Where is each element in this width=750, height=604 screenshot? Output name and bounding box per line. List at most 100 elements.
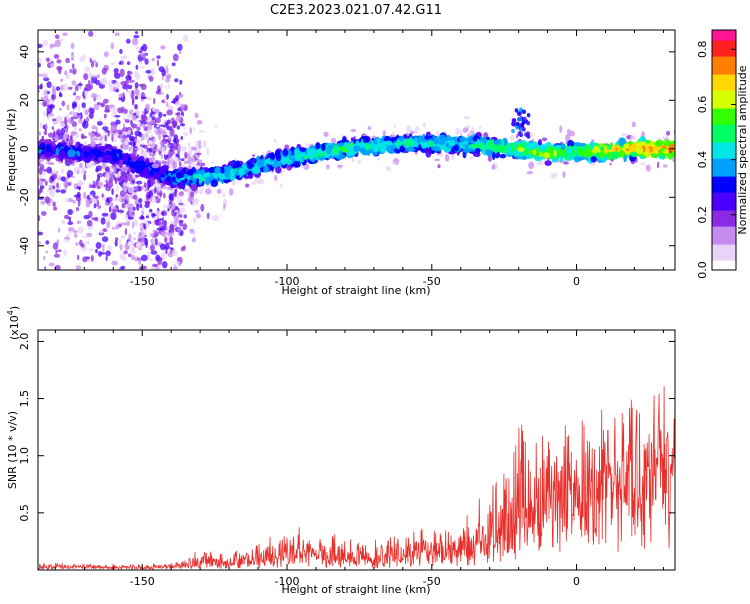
spectrogram-ridge-cell [518,117,523,122]
spectrogram-ridge-cell [571,150,576,158]
spectrogram-noise-speck [49,188,53,196]
spectrogram-noise-speck [89,57,92,63]
spectrogram-noise-speck [40,101,43,106]
spectrogram-noise-speck [136,203,140,212]
spectrogram-noise-speck [435,131,440,137]
snr-y-label: SNR (10 * v/v) [6,411,19,489]
spectrogram-noise-speck [352,155,355,164]
spectrogram-noise-speck [151,116,156,121]
spectrogram-noise-speck [63,83,68,91]
spectrogram-ridge-cell [256,159,264,168]
spectrogram-ridge-cell [580,146,589,151]
spectrogram-noise-speck [120,137,125,144]
spectrogram-noise-speck [153,97,156,105]
spectrogram-noise-speck [212,214,220,222]
spectrogram-noise-speck [198,189,203,195]
spectrogram-noise-speck [110,100,115,105]
spectrogram-noise-speck [82,256,88,263]
spectrogram-noise-speck [101,67,107,75]
spectrogram-noise-speck [38,57,42,65]
spectrogram-noise-speck [211,161,214,165]
spectrogram-marks [38,30,675,270]
spectrogram-noise-speck [109,202,114,208]
spectrogram-noise-speck [180,158,185,162]
spectrogram-ridge-cell [353,145,361,152]
spectrogram-ridge-cell [286,159,292,165]
spectrogram-ridge-cell [97,156,103,162]
spectrogram-noise-speck [133,34,140,39]
spectrogram-noise-speck [189,190,195,199]
spectrogram-noise-speck [54,134,59,142]
spectrogram-noise-speck [110,106,117,113]
spectrogram-noise-speck [72,131,77,135]
spectrogram-ridge-cell [433,137,439,145]
spectrogram-noise-speck [102,98,109,104]
spectrogram-ridge-cell [337,153,346,160]
spectrogram-noise-speck [196,213,201,219]
colorbar-swatch [712,126,736,129]
snr-x-label: Height of straight line (km) [281,583,430,596]
spectrogram-noise-speck [67,182,72,186]
spectrogram-noise-speck [42,110,47,117]
snr-scale-prefix: (x10 [8,315,21,340]
spectrogram-noise-speck [82,120,89,129]
spectrogram-noise-speck [52,173,58,180]
spectrogram-noise-speck [132,194,138,200]
spectrogram-noise-speck [165,122,168,127]
spectrogram-noise-speck [168,193,174,201]
colorbar-swatch [712,56,736,59]
spectrogram-noise-speck [107,215,111,221]
spectrogram-noise-speck [91,92,98,99]
spectrogram-noise-speck [101,58,107,63]
colorbar-swatch [712,206,736,209]
colorbar-swatch [712,222,736,225]
spectrogram-noise-speck [123,194,129,201]
spectrogram-ridge-cell [158,169,166,174]
spectrogram-ridge-cell [593,145,600,153]
spectrogram-y-label: Frequency (Hz) [5,109,18,192]
spectrogram-noise-speck [150,67,155,76]
spectrogram-noise-speck [71,63,75,69]
spectrogram-noise-speck [115,184,119,192]
spectrogram-noise-speck [54,264,61,270]
spectrogram-noise-speck [105,250,111,257]
colorbar-tick-label: 0.0 [696,261,709,279]
spectrogram-noise-speck [64,236,71,241]
colorbar-swatch [712,234,736,237]
spectrogram-noise-speck [40,185,45,190]
spectrogram-noise-speck [206,184,213,188]
spectrogram-noise-speck [166,225,170,230]
spectrogram-noise-speck [59,123,66,128]
spectrogram-noise-speck [139,48,143,54]
spectrogram-noise-speck [193,229,196,238]
colorbar-swatch [712,256,736,259]
spectrogram-noise-speck [151,212,155,218]
spectrogram-noise-speck [120,265,126,270]
spectrogram-noise-speck [61,219,66,225]
spectrogram-noise-speck [160,160,166,164]
spectrogram-noise-speck [73,248,79,256]
snr-y-tick-label: 1.5 [18,390,31,408]
spectrogram-noise-speck [100,252,106,255]
spectrogram-noise-speck [178,50,182,55]
spectrogram-noise-speck [58,116,64,120]
colorbar-swatch [712,264,736,267]
spectrogram-noise-speck [75,265,82,270]
snr-frame [37,329,676,571]
spectrogram-ridge-cell [286,165,293,171]
spectrogram-noise-speck [75,242,79,246]
spectrogram-noise-speck [138,83,144,87]
spectrogram-noise-speck [96,184,101,190]
spectrogram-noise-speck [191,150,195,156]
spectrogram-noise-speck [215,124,217,129]
spectrogram-noise-speck [139,66,146,69]
spectrogram-noise-speck [124,108,128,114]
spectrogram-noise-speck [161,211,165,216]
spectrogram-ridge-cell [494,140,501,146]
spectrogram-ridge-cell [635,146,644,155]
spectrogram-noise-speck [159,124,166,127]
spectrogram-noise-speck [83,73,89,81]
colorbar-tick-label: 0.4 [696,151,709,169]
spectrogram-noise-speck [74,233,78,239]
spectrogram-x-tick-label: -150 [130,275,155,288]
